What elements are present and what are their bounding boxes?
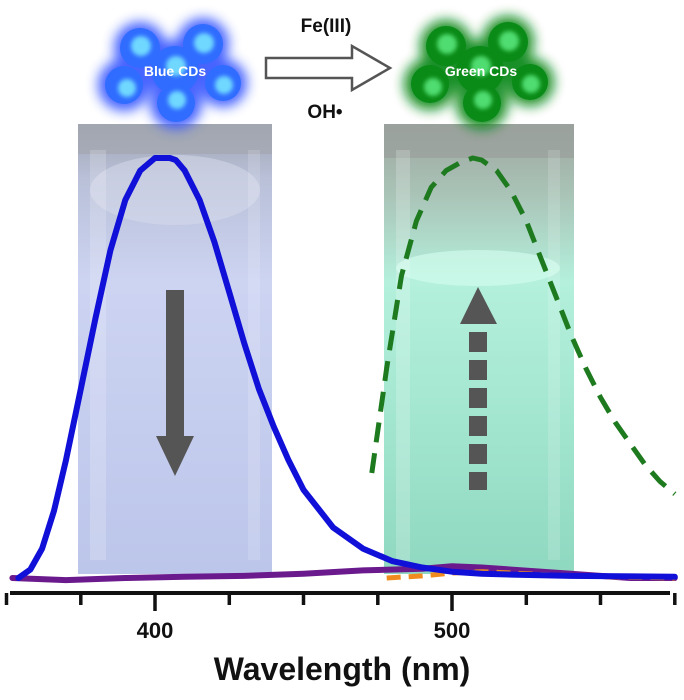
reagent-label-bottom: OH• — [307, 102, 343, 123]
reagent-label-top: Fe(III) — [301, 16, 352, 37]
cuvette-blue — [78, 124, 272, 574]
blue-cds-label: Blue CDs — [144, 63, 206, 79]
tick-layer: 400 500 — [4, 593, 677, 643]
reaction-arrow-icon — [264, 43, 393, 93]
green-cds-cluster-icon — [404, 16, 554, 129]
series-line-1 — [15, 155, 678, 581]
series-layer — [9, 155, 678, 584]
blue-cds-cluster-icon — [98, 18, 247, 129]
x-axis-title: Wavelength (nm) — [214, 651, 471, 687]
x-tick-label: 400 — [137, 618, 174, 643]
increase-dashed-arrow-icon — [460, 287, 497, 490]
x-tick-label: 500 — [434, 618, 471, 643]
green-cds-label: Green CDs — [445, 63, 518, 79]
series-line-4 — [369, 155, 677, 496]
decrease-arrow-icon — [156, 290, 194, 476]
